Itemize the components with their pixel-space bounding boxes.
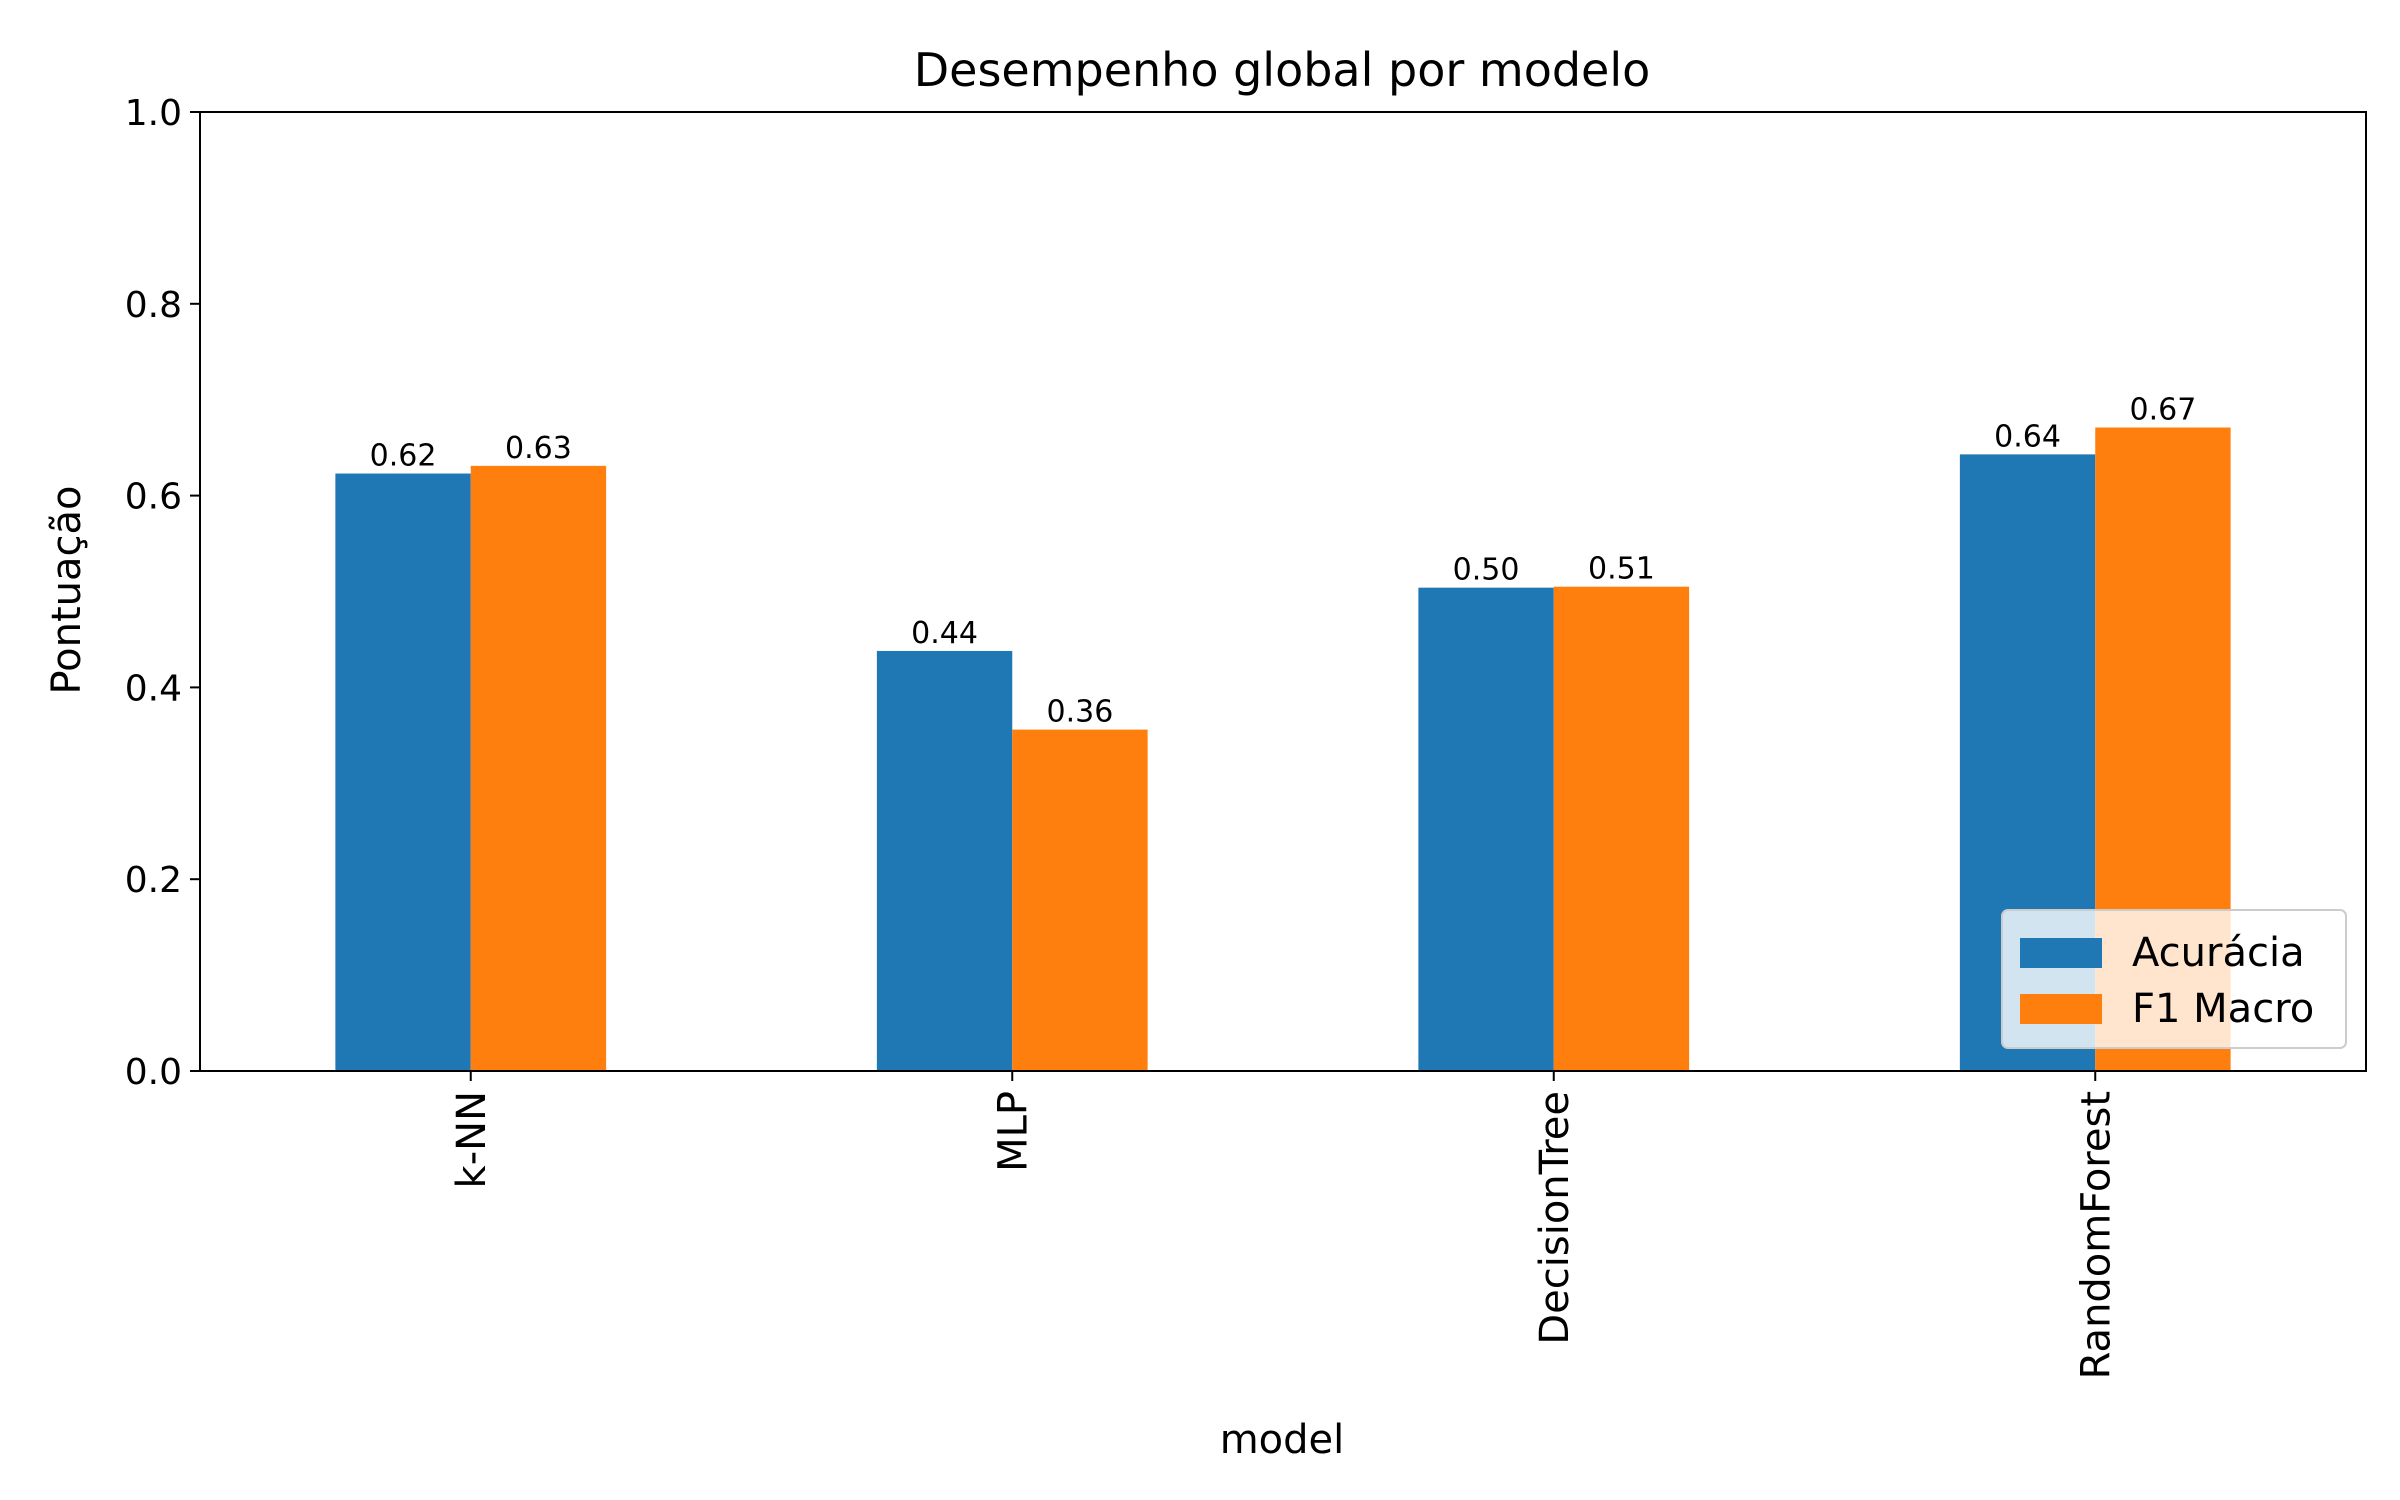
x-tick-label: k-NN: [449, 1091, 495, 1188]
y-axis-label: Pontuação: [44, 485, 90, 694]
data-label-k-NN-F1 Macro: 0.63: [505, 431, 572, 466]
x-tick-label: RandomForest: [2073, 1091, 2119, 1379]
bar-DecisionTree-F1 Macro: [1553, 586, 1690, 1071]
axes-layer: k-NN MLP DecisionTree RandomForest 0.0 0.2 0.4…: [125, 93, 2367, 1379]
data-label-MLP-F1 Macro: 0.36: [1047, 695, 1114, 730]
data-label-DecisionTree-Acurácia: 0.50: [1453, 553, 1520, 588]
y-tick-label: 0.6: [125, 477, 182, 518]
x-axis-label: model: [1220, 1417, 1345, 1463]
x-tick-label: MLP: [990, 1091, 1036, 1172]
legend-label-F1 Macro: F1 Macro: [2132, 986, 2314, 1032]
bar-k-NN-Acurácia: [335, 473, 471, 1072]
legend-label-Acurácia: Acurácia: [2132, 930, 2305, 976]
chart-title: Desempenho global por modelo: [914, 43, 1651, 97]
bar-MLP-F1 Macro: [1012, 729, 1148, 1071]
data-label-RandomForest-F1 Macro: 0.67: [2130, 393, 2197, 428]
data-label-RandomForest-Acurácia: 0.64: [1994, 419, 2061, 454]
y-tick-label: 0.4: [125, 668, 182, 709]
y-tick-label: 1.0: [125, 93, 182, 134]
bar-DecisionTree-Acurácia: [1418, 587, 1554, 1071]
bar-k-NN-F1 Macro: [470, 465, 607, 1072]
data-label-k-NN-Acurácia: 0.62: [370, 439, 437, 474]
x-tick-label: DecisionTree: [1532, 1091, 1578, 1345]
plot-frame: [199, 111, 2367, 1072]
data-label-MLP-Acurácia: 0.44: [911, 616, 978, 651]
legend-swatch-Acurácia: [2020, 938, 2102, 968]
data-label-DecisionTree-F1 Macro: 0.51: [1588, 552, 1655, 587]
y-tick-label: 0.8: [125, 285, 182, 326]
bar-MLP-Acurácia: [876, 650, 1013, 1071]
legend-swatch-F1 Macro: [2020, 994, 2102, 1024]
y-tick-label: 0.2: [125, 860, 182, 901]
legend: Acurácia F1 Macro: [2001, 909, 2347, 1049]
y-tick-label: 0.0: [125, 1052, 182, 1093]
